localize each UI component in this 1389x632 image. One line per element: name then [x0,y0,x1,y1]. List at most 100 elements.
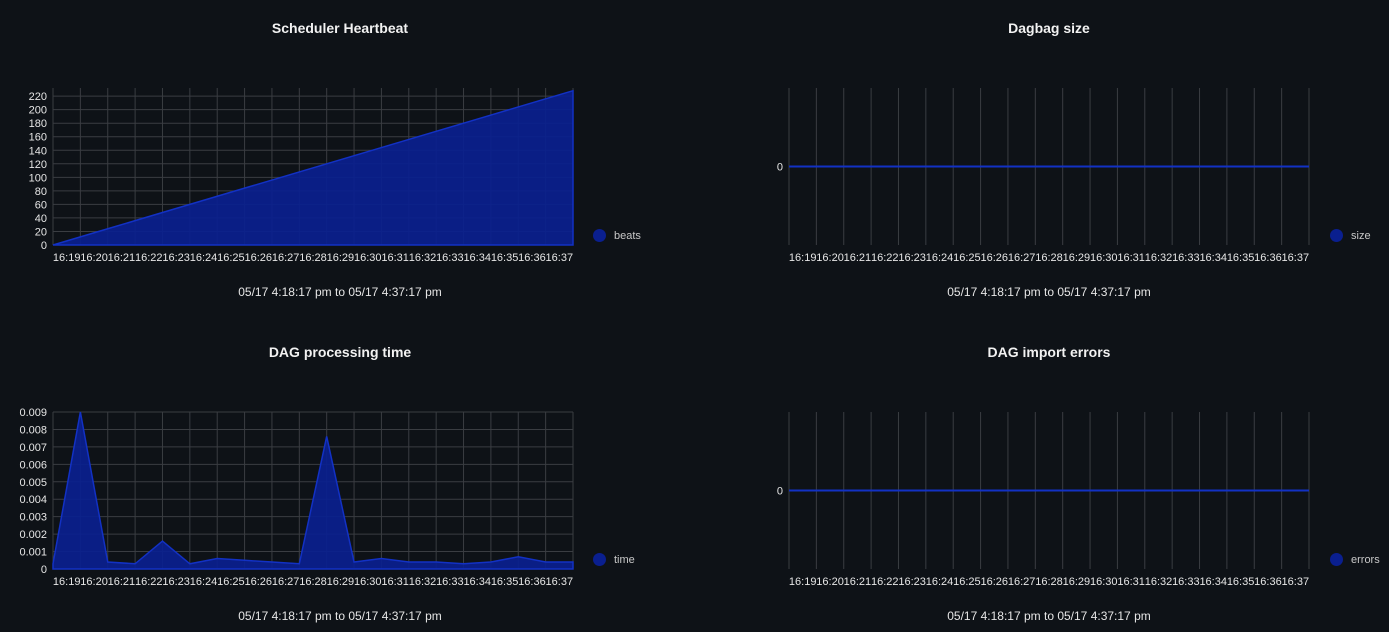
y-tick-label: 0.002 [19,529,47,541]
data-point [1116,490,1118,492]
data-point [244,559,246,561]
x-tick-label: 16:21 [108,576,136,588]
data-point [788,490,790,492]
data-point [815,490,817,492]
x-tick-label: 16:32 [1145,576,1173,588]
chart-legend[interactable]: errors [1330,553,1380,566]
data-point [189,563,191,565]
data-point [134,220,136,222]
data-point [244,187,246,189]
x-tick-label: 16:36 [1254,252,1282,264]
y-tick-label: 140 [29,145,47,157]
chart-time-range: 05/17 4:18:17 pm to 05/17 4:37:17 pm [238,609,442,623]
y-tick-label: 80 [35,186,47,198]
x-tick-label: 16:33 [436,252,464,264]
data-point [1144,166,1146,168]
data-point [216,558,218,560]
x-tick-label: 16:29 [327,252,355,264]
x-tick-label: 16:23 [162,576,190,588]
data-point [408,561,410,563]
x-tick-label: 16:20 [80,576,108,588]
x-tick-label: 16:31 [1117,576,1145,588]
legend-label: errors [1351,553,1380,566]
x-tick-label: 16:35 [491,252,519,264]
chart-legend[interactable]: size [1330,229,1371,242]
data-point [161,212,163,214]
x-tick-label: 16:19 [789,576,817,588]
data-point [1089,490,1091,492]
data-point [1062,166,1064,168]
x-tick-label: 16:20 [816,576,844,588]
chart-legend[interactable]: time [593,553,635,566]
data-point [980,166,982,168]
x-tick-label: 16:35 [1227,252,1255,264]
x-tick-label: 16:28 [1035,252,1063,264]
x-tick-label: 16:29 [1063,252,1091,264]
chart-title: DAG import errors [987,344,1111,360]
x-tick-label: 16:21 [844,252,872,264]
x-tick-label: 16:19 [53,252,81,264]
data-point [925,490,927,492]
data-point [843,490,845,492]
y-tick-label: 180 [29,118,47,130]
x-tick-label: 16:26 [244,252,272,264]
x-tick-label: 16:21 [844,576,872,588]
data-point [897,166,899,168]
x-tick-label: 16:36 [518,576,546,588]
x-tick-label: 16:25 [953,576,981,588]
x-tick-label: 16:37 [1282,252,1310,264]
data-point [815,166,817,168]
data-point [1308,490,1310,492]
data-point [134,563,136,565]
x-tick-label: 16:30 [1090,576,1118,588]
data-point [271,179,273,181]
x-tick-label: 16:23 [898,576,926,588]
x-tick-label: 16:22 [871,576,899,588]
x-tick-label: 16:19 [53,576,81,588]
data-point [380,147,382,149]
x-tick-label: 16:31 [381,252,409,264]
legend-label: time [614,553,635,566]
grid-lines [52,411,574,570]
y-tick-label: 0 [41,564,47,576]
legend-dot-icon [593,229,606,242]
data-point [353,561,355,563]
data-point [52,244,54,246]
x-tick-label: 16:29 [327,576,355,588]
dag-processing-time-chart: 0 0.001 0.002 0.003 0.004 0.005 0.006 0.007 0.00… [19,407,574,588]
legend-dot-icon [593,553,606,566]
data-point [1308,166,1310,168]
data-point [1199,490,1201,492]
dagbag-size-panel: Dagbag size 0 16:19 16:20 16:21 16:22 16:23 16… [709,0,1389,316]
data-point [1144,490,1146,492]
x-tick-label: 16:22 [135,576,163,588]
data-point [545,561,547,563]
y-tick-label: 40 [35,213,47,225]
chart-title: DAG processing time [268,344,412,360]
data-point [1116,166,1118,168]
data-point [463,122,465,124]
legend-label: beats [614,229,641,242]
data-point [870,490,872,492]
x-tick-label: 16:37 [546,252,574,264]
data-point [980,490,982,492]
data-point [1062,490,1064,492]
chart-legend[interactable]: beats [593,229,641,242]
chart-time-range: 05/17 4:18:17 pm to 05/17 4:37:17 pm [947,609,1151,623]
x-tick-label: 16:34 [463,576,491,588]
x-tick-label: 16:34 [463,252,491,264]
series-area-beats [52,89,574,246]
x-tick-label: 16:33 [436,576,464,588]
data-point [271,561,273,563]
data-point [1199,166,1201,168]
x-tick-label: 16:27 [272,252,300,264]
x-tick-label: 16:22 [135,252,163,264]
data-point [925,166,927,168]
x-tick-label: 16:23 [898,252,926,264]
x-tick-label: 16:37 [1282,576,1310,588]
data-point [952,490,954,492]
x-tick-label: 16:28 [1035,576,1063,588]
data-point [408,138,410,140]
data-point [545,98,547,100]
data-point [952,166,954,168]
